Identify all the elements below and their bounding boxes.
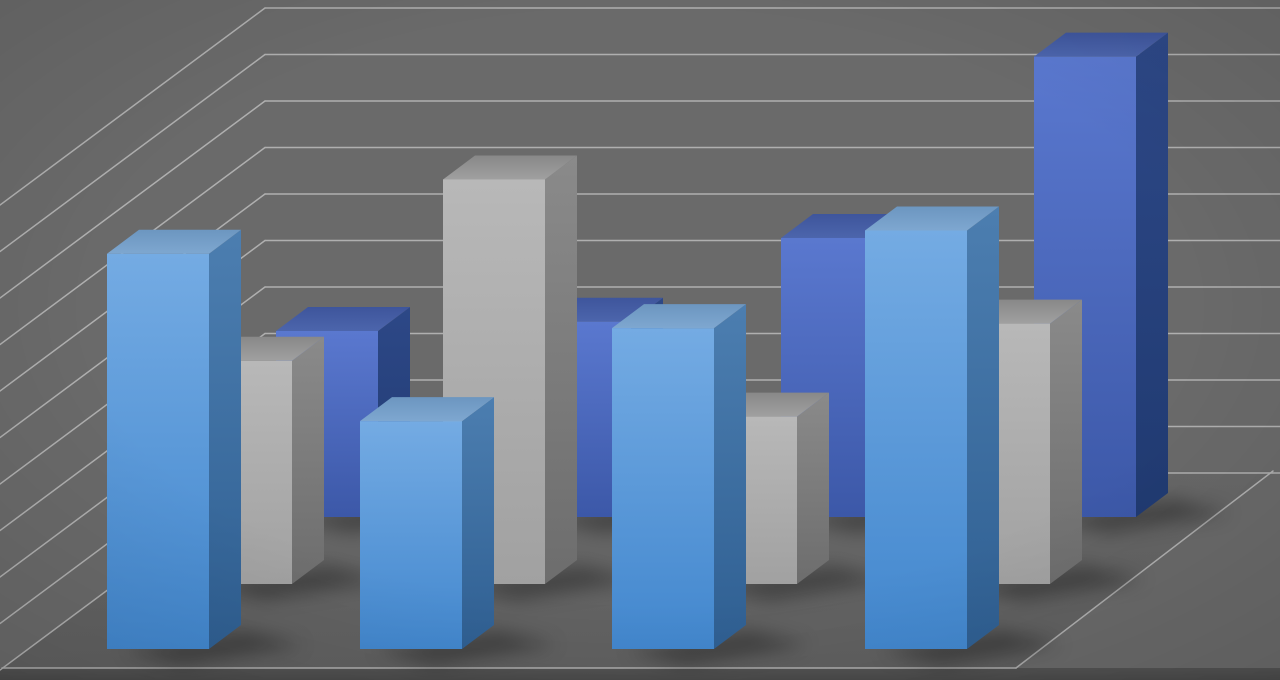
- bar-chart-3d-figure: [0, 0, 1280, 680]
- chart-canvas: [0, 0, 1280, 680]
- vignette-overlay: [0, 0, 1280, 680]
